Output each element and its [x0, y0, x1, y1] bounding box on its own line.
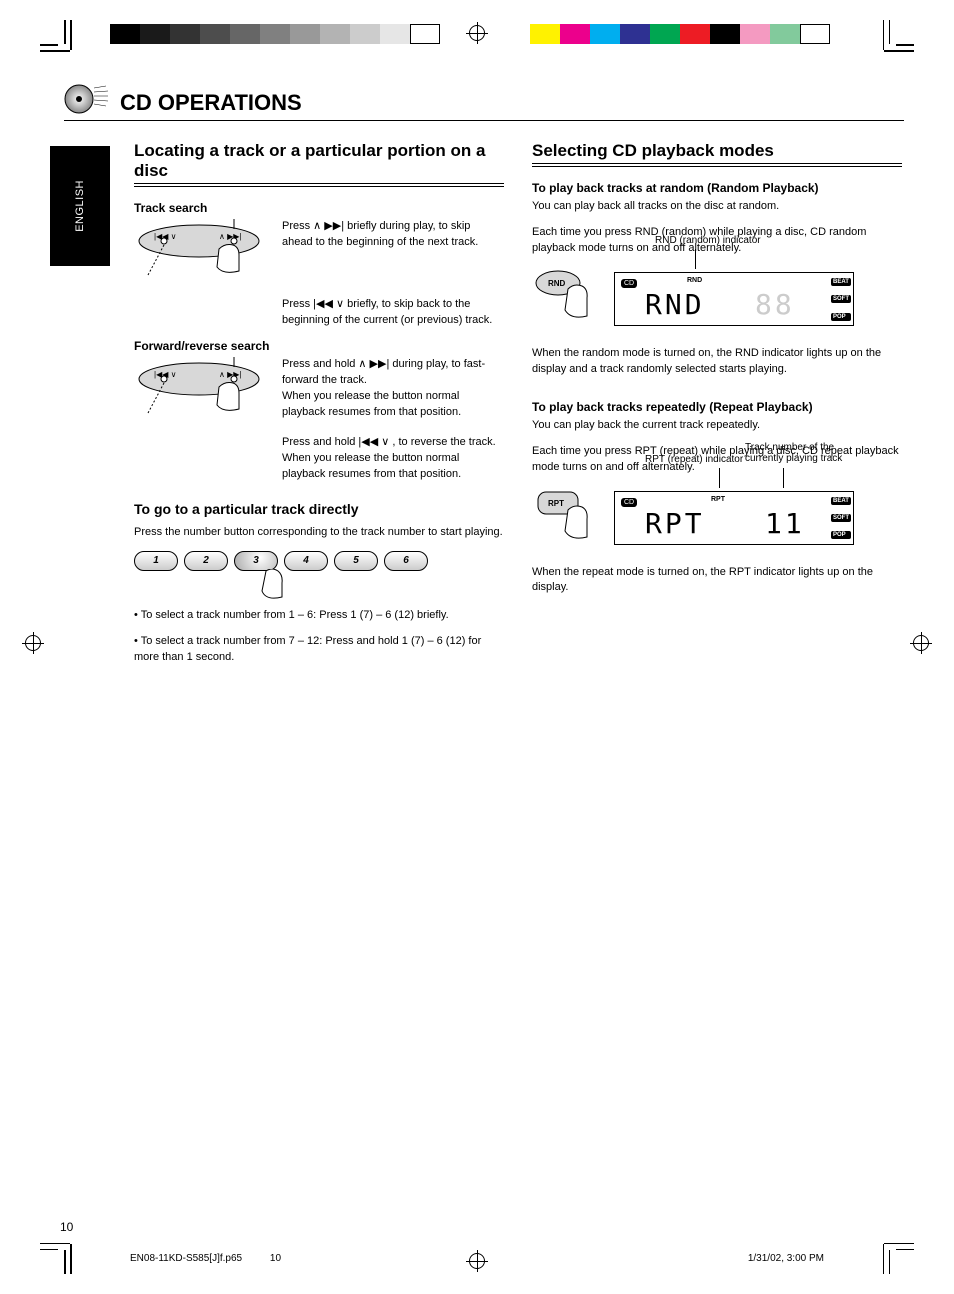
section-header: CD OPERATIONS — [64, 78, 904, 121]
svg-text:∧ ▶▶|: ∧ ▶▶| — [219, 232, 241, 241]
svg-text:RPT: RPT — [548, 499, 564, 508]
footer-date: 1/31/02, 3:00 PM — [748, 1253, 824, 1264]
skip-back-text: Press |◀◀ ∨ briefly, to skip back to the… — [134, 297, 504, 329]
print-grayscale-bar — [110, 24, 440, 44]
repeat-indicator-note: When the repeat mode is turned on, the R… — [532, 565, 902, 597]
lcd-main-text: RPT — [645, 507, 705, 540]
rocker-button-illustration: |◀◀ ∨ ∧ ▶▶| — [134, 357, 274, 427]
language-tab: ENGLISH — [50, 146, 110, 266]
footer-filename: EN08-11KD-S585[J]f.p65 10 — [130, 1253, 281, 1264]
rev-text-1: Press and hold |◀◀ ∨ , to reverse the tr… — [282, 435, 504, 451]
page-number: 10 — [60, 1220, 73, 1234]
svg-text:∧ ▶▶|: ∧ ▶▶| — [219, 370, 241, 379]
repeat-desc: You can play back the current track repe… — [532, 418, 902, 434]
rev-text-2: When you release the button normal playb… — [282, 451, 504, 483]
registration-mark-icon — [466, 22, 488, 44]
eq-labels: BEAT SOFT POP — [831, 273, 851, 325]
registration-mark-icon — [22, 632, 44, 654]
lcd-display-random: RND (random) indicator CD RND RND 88 BEA… — [614, 272, 854, 326]
registration-mark-icon — [910, 632, 932, 654]
rpt-indicator: RPT — [711, 496, 725, 503]
left-column: Locating a track or a particular portion… — [134, 141, 504, 675]
rnd-button-illustration: RND — [532, 267, 604, 332]
lcd-main-text: RND — [645, 288, 705, 321]
lcd-digits: 88 — [755, 288, 795, 321]
cd-badge-icon: CD — [621, 498, 637, 507]
cd-badge-icon: CD — [621, 279, 637, 288]
repeat-heading: To play back tracks repeatedly (Repeat P… — [532, 400, 902, 414]
preset-button-1: 1 — [134, 551, 178, 571]
direct-7-12-note: • To select a track number from 7 – 12: … — [134, 634, 504, 666]
print-color-bar — [530, 24, 830, 44]
preset-button-5: 5 — [334, 551, 378, 571]
svg-text:RND: RND — [548, 279, 566, 288]
ff-text-2: When you release the button normal playb… — [282, 389, 504, 421]
registration-mark-icon — [466, 1250, 488, 1272]
direct-track-heading: To go to a particular track directly — [134, 501, 504, 517]
lcd-digits: 11 — [765, 507, 805, 540]
track-search-label: Track search — [134, 201, 504, 215]
lcd-display-repeat: RPT (repeat) indicator Track number of t… — [614, 491, 854, 545]
rule — [532, 163, 902, 167]
track-number-callout: Track number of the currently playing tr… — [745, 442, 865, 464]
random-indicator-note: When the random mode is turned on, the R… — [532, 346, 902, 378]
rnd-indicator: RND — [687, 277, 702, 284]
rule — [134, 183, 504, 187]
playback-modes-heading: Selecting CD playback modes — [532, 141, 902, 161]
locating-heading: Locating a track or a particular portion… — [134, 141, 504, 181]
eq-labels: BEAT SOFT POP — [831, 492, 851, 544]
page-title: CD OPERATIONS — [120, 90, 890, 116]
ff-text-1: Press and hold ∧ ▶▶| during play, to fas… — [282, 357, 504, 389]
rpt-button-illustration: RPT — [532, 486, 604, 551]
cd-icon — [64, 82, 110, 116]
direct-1-6-note: • To select a track number from 1 – 6: P… — [134, 608, 504, 624]
right-column: Selecting CD playback modes To play back… — [532, 141, 902, 675]
random-desc: You can play back all tracks on the disc… — [532, 199, 902, 215]
skip-forward-text: Press ∧ ▶▶| briefly during play, to skip… — [282, 219, 504, 251]
language-tab-label: ENGLISH — [74, 180, 86, 232]
rpt-indicator-callout: RPT (repeat) indicator — [645, 454, 743, 465]
random-heading: To play back tracks at random (Random Pl… — [532, 181, 902, 195]
preset-button-6: 6 — [384, 551, 428, 571]
preset-button-4: 4 — [284, 551, 328, 571]
rocker-button-illustration: |◀◀ ∨ ∧ ▶▶| — [134, 219, 274, 289]
direct-text: Press the number button corresponding to… — [134, 525, 504, 541]
preset-button-3: 3 — [234, 551, 278, 571]
finger-press-icon — [254, 569, 504, 608]
preset-button-2: 2 — [184, 551, 228, 571]
preset-buttons-illustration: 1 2 3 4 5 6 — [134, 551, 504, 571]
rnd-indicator-callout: RND (random) indicator — [655, 235, 761, 246]
fwd-rev-label: Forward/reverse search — [134, 339, 504, 353]
